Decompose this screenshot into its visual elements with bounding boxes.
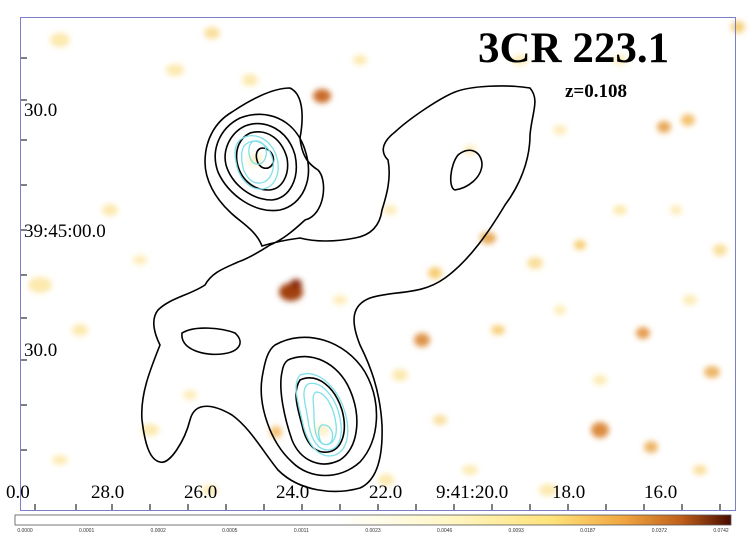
emission-blob [290, 279, 302, 289]
emission-blob [491, 325, 505, 335]
source-title: 3CR 223.1 [478, 25, 670, 72]
emission-blob [554, 305, 566, 315]
xray-contours [234, 135, 349, 457]
ra-tick-label: 24.0 [276, 482, 310, 503]
emission-blob [313, 89, 331, 103]
emission-blob [462, 465, 478, 475]
emission-blob [383, 205, 397, 215]
ra-tick-label: 26.0 [184, 482, 218, 503]
emission-blob [166, 64, 184, 76]
emission-blob [713, 244, 727, 256]
xray-contour-north-2 [240, 140, 274, 184]
axis-ticks [21, 57, 721, 510]
ra-tick-label: 16.0 [644, 482, 678, 503]
emission-blob [683, 295, 697, 305]
dec-tick-label: 30.0 [24, 100, 58, 121]
ra-tick-label: 28.0 [91, 482, 125, 503]
emission-blob [433, 415, 447, 425]
radio-contour-south-2 [280, 355, 358, 465]
emission-blob [204, 27, 220, 39]
emission-blob [613, 205, 627, 215]
colorbar-tick-label: 0.0187 [580, 528, 596, 534]
emission-blob [414, 333, 430, 347]
radio-contour-south-3 [295, 377, 346, 453]
radio-contour-inner-east [449, 149, 483, 191]
radio-contour-north-3 [235, 131, 289, 191]
dec-tick-label: 39:45:00.0 [24, 221, 106, 242]
radio-contour-south-1 [260, 336, 378, 477]
ra-tick-label: 9:41:20.0 [436, 482, 509, 503]
emission-blob [670, 205, 682, 215]
emission-blob [574, 240, 586, 250]
colorbar-tick-label: 0.0023 [365, 528, 381, 534]
emission-blob [72, 324, 88, 336]
emission-blob [480, 232, 496, 244]
emission-blob [681, 114, 695, 126]
emission-blob [183, 390, 197, 400]
emission-blob [333, 295, 347, 305]
colorbar-tick-label: 0.0011 [293, 528, 309, 534]
colorbar-tick-label: 0.0005 [222, 528, 238, 534]
emission-blob [378, 474, 394, 486]
xray-contour-south-2 [303, 382, 342, 451]
emission-blob [731, 21, 745, 33]
emission-blob [141, 424, 159, 436]
emission-blob [512, 55, 528, 65]
colorbar-tick-label: 0.0046 [436, 528, 453, 534]
emission-blob [553, 125, 567, 135]
emission-blob [247, 154, 263, 166]
radio-contour-north-2 [224, 122, 297, 201]
colorbar-tick-label: 0.0001 [78, 528, 95, 534]
ra-tick-label: 0.0 [6, 482, 30, 503]
emission-blob [102, 204, 118, 216]
plot-frame [20, 17, 736, 511]
emission-blob [50, 33, 70, 47]
colorbar-tick-label: 0.0000 [17, 528, 33, 534]
radio-contour-north-1 [214, 113, 310, 212]
emission-blob [636, 327, 650, 339]
radio-contour-outer [140, 85, 536, 493]
emission-blob [133, 255, 147, 265]
emission-blob [314, 424, 330, 436]
emission-blob [392, 369, 408, 381]
colorbar-tick-label: 0.0372 [651, 528, 668, 534]
emission-blob [527, 257, 543, 269]
image-background [20, 17, 736, 511]
radio-contour-hole [181, 327, 241, 356]
emission-blob [591, 422, 609, 438]
xray-contour-north-3 [248, 140, 267, 165]
colorbar [14, 514, 732, 526]
radio-contours [140, 85, 536, 493]
emission-blob [539, 484, 557, 496]
emission-blob [428, 267, 442, 279]
emission-blob [693, 465, 707, 475]
colorbar-tick-label: 0.0093 [508, 528, 524, 534]
colorbar-tick-label: 0.0742 [713, 528, 729, 534]
emission-blob [593, 375, 607, 385]
emission-blob [657, 121, 671, 133]
emission-blob [704, 366, 720, 378]
emission-blob [353, 55, 367, 65]
emission-blob [28, 277, 52, 293]
emission-blob [613, 55, 627, 65]
ra-tick-label: 18.0 [552, 482, 586, 503]
dec-tick-label: 30.0 [24, 340, 58, 361]
emission-blob [52, 455, 68, 465]
xray-emission-map [28, 21, 745, 496]
ra-tick-label: 22.0 [369, 482, 403, 503]
redshift-label: z=0.108 [565, 81, 628, 102]
radio-contour-north-4 [255, 147, 275, 170]
colorbar-tick-label: 0.0002 [150, 528, 166, 534]
emission-blob [644, 441, 658, 453]
xray-contour-south-4 [318, 424, 334, 446]
emission-blob [242, 74, 258, 86]
emission-blob [202, 485, 218, 495]
xray-contour-north-1 [234, 135, 279, 190]
xray-contour-south-1 [295, 372, 349, 457]
